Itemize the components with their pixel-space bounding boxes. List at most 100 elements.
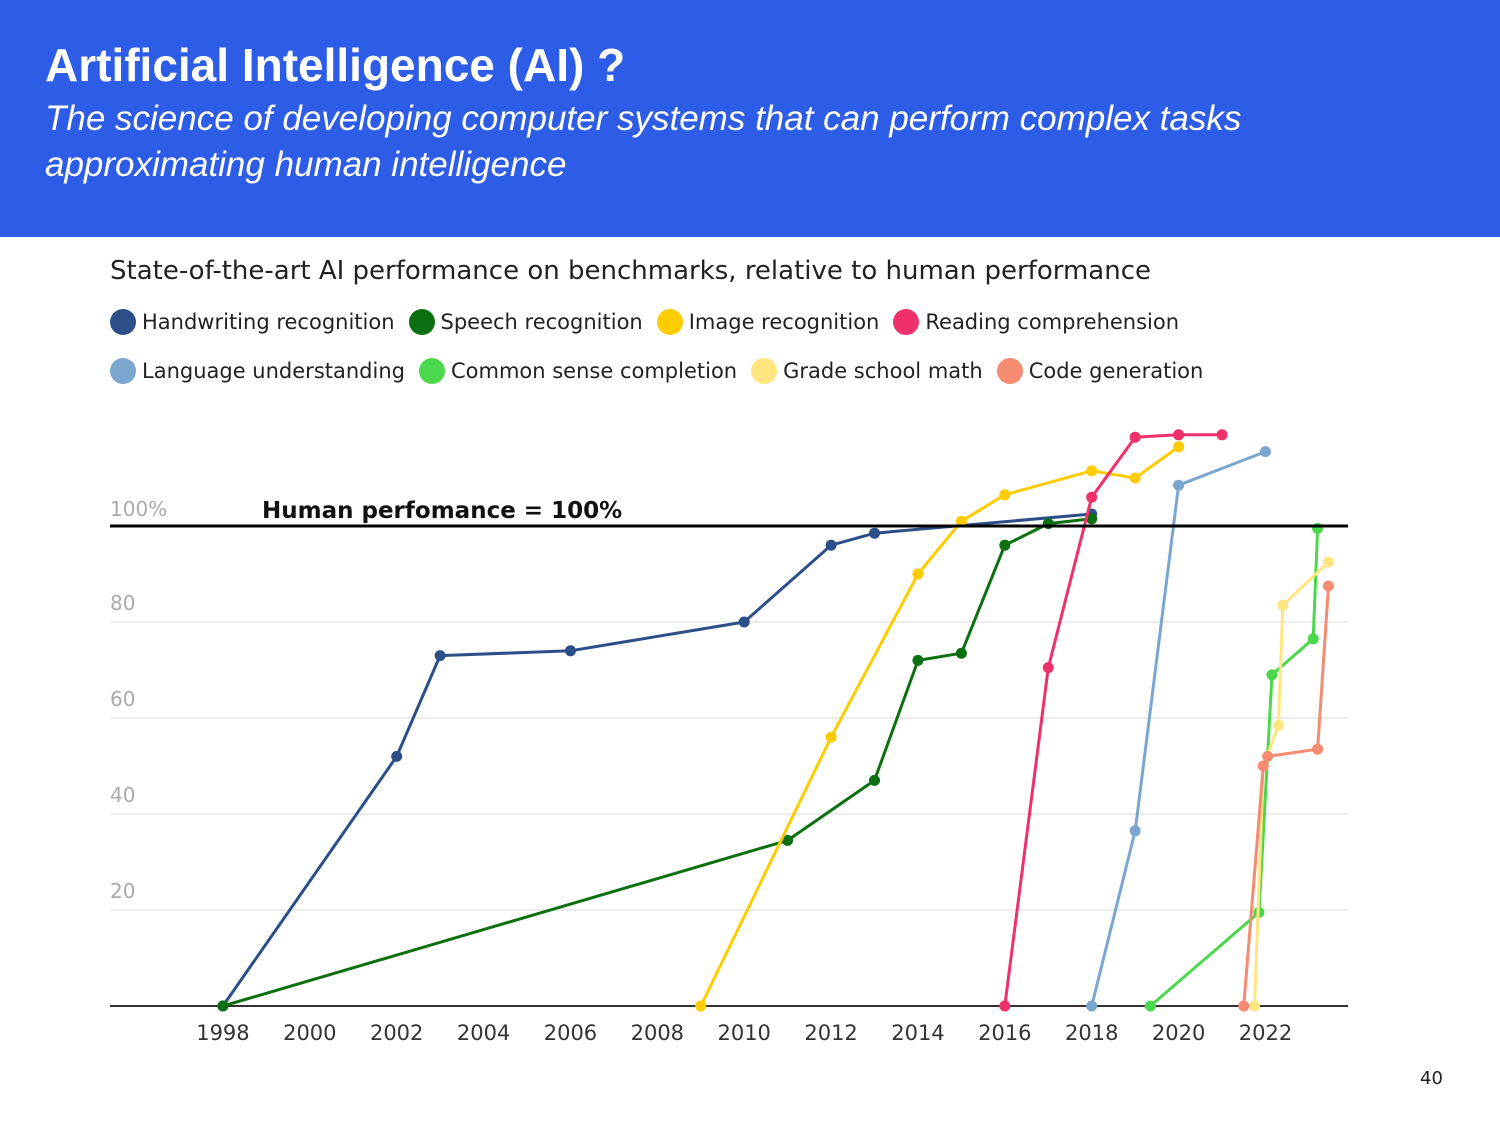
data-point bbox=[1249, 1000, 1261, 1012]
slide-title: Artificial Intelligence (AI) ? bbox=[45, 39, 626, 91]
data-point bbox=[1312, 743, 1324, 755]
series-line-1 bbox=[222, 517, 1092, 1008]
legend-swatch-image bbox=[656, 309, 683, 335]
data-point bbox=[695, 1000, 707, 1012]
x-tick-label: 2000 bbox=[283, 1021, 336, 1045]
legend-label-math: Grade school math bbox=[783, 359, 983, 383]
data-point bbox=[434, 650, 446, 662]
data-point bbox=[1086, 491, 1098, 503]
x-tick-label: 2012 bbox=[804, 1021, 857, 1045]
y-tick-label: 40 bbox=[110, 783, 135, 807]
legend-swatch-math bbox=[751, 358, 778, 384]
data-point bbox=[825, 539, 837, 551]
legend-swatch-speech bbox=[408, 309, 435, 335]
legend-swatch-common-sense bbox=[418, 358, 445, 384]
y-tick-label: 100% bbox=[110, 497, 167, 521]
data-point bbox=[1144, 1000, 1156, 1012]
data-point bbox=[564, 645, 576, 657]
legend-label-language: Language understanding bbox=[142, 359, 405, 383]
data-point bbox=[1086, 513, 1098, 525]
y-tick-label: 60 bbox=[110, 687, 135, 711]
data-point bbox=[825, 731, 837, 743]
x-tick-label: 2002 bbox=[370, 1021, 423, 1045]
page-number: 40 bbox=[1420, 1068, 1443, 1089]
legend-swatch-handwriting bbox=[110, 309, 136, 335]
legend-item-math: Grade school math bbox=[751, 358, 983, 384]
legend-item-code: Code generation bbox=[996, 358, 1204, 384]
data-point bbox=[1173, 429, 1185, 441]
legend-label-speech: Speech recognition bbox=[440, 310, 643, 334]
legend-item-speech: Speech recognition bbox=[408, 309, 643, 335]
legend-item-handwriting: Handwriting recognition bbox=[110, 309, 395, 335]
x-tick-label: 2014 bbox=[891, 1021, 944, 1045]
data-point bbox=[955, 647, 967, 659]
series-line-5 bbox=[1149, 528, 1320, 1008]
data-point bbox=[1086, 465, 1098, 477]
data-point bbox=[869, 527, 881, 539]
human-performance-label: Human perfomance = 100% bbox=[262, 498, 622, 524]
chart-title: State-of-the-art AI performance on bench… bbox=[110, 256, 1151, 286]
data-point bbox=[999, 539, 1011, 551]
data-point bbox=[1259, 446, 1271, 458]
y-tick-label: 80 bbox=[110, 591, 135, 615]
data-point bbox=[955, 515, 967, 527]
legend-label-code: Code generation bbox=[1028, 359, 1204, 383]
legend-swatch-language bbox=[110, 358, 136, 384]
x-tick-label: 2022 bbox=[1239, 1021, 1292, 1045]
data-point bbox=[1238, 1000, 1250, 1012]
x-tick-label: 2004 bbox=[457, 1021, 510, 1045]
x-tick-label: 1998 bbox=[196, 1021, 249, 1045]
y-tick-label: 20 bbox=[110, 879, 135, 903]
legend-item-common-sense: Common sense completion bbox=[418, 358, 738, 384]
slide-subtitle: The science of developing computer syste… bbox=[45, 99, 1242, 184]
legend-row-1: Handwriting recognition Speech recogniti… bbox=[110, 309, 1193, 335]
slide-header: Artificial Intelligence (AI) ? The scien… bbox=[0, 0, 1500, 237]
data-point bbox=[782, 834, 794, 846]
series-line-0 bbox=[221, 512, 1092, 1007]
data-point bbox=[869, 774, 881, 786]
legend-label-reading: Reading comprehension bbox=[925, 310, 1180, 334]
data-point bbox=[1129, 431, 1141, 443]
data-point bbox=[912, 568, 924, 580]
x-tick-label: 2008 bbox=[631, 1021, 684, 1045]
series-line-2 bbox=[699, 445, 1180, 1007]
data-point bbox=[1322, 580, 1334, 592]
data-point bbox=[1272, 719, 1284, 731]
data-point bbox=[1257, 760, 1269, 772]
data-point bbox=[1216, 429, 1228, 441]
x-tick-label: 2006 bbox=[544, 1021, 597, 1045]
data-point bbox=[1042, 662, 1054, 674]
data-point bbox=[1129, 825, 1141, 837]
data-point bbox=[1173, 441, 1185, 453]
legend-swatch-code bbox=[996, 358, 1023, 384]
data-point bbox=[1277, 599, 1289, 611]
legend-item-language: Language understanding bbox=[110, 358, 405, 384]
x-tick-label: 2016 bbox=[978, 1021, 1031, 1045]
data-point bbox=[738, 616, 750, 628]
x-tick-label: 2010 bbox=[717, 1021, 770, 1045]
legend-row-2: Language understanding Common sense comp… bbox=[110, 358, 1217, 384]
data-point bbox=[999, 1000, 1011, 1012]
x-tick-label: 2018 bbox=[1065, 1021, 1118, 1045]
legend-item-reading: Reading comprehension bbox=[893, 309, 1179, 335]
data-point bbox=[1322, 556, 1334, 568]
x-tick-label: 2020 bbox=[1152, 1021, 1205, 1045]
legend-swatch-reading bbox=[893, 309, 920, 335]
data-point bbox=[1173, 479, 1185, 491]
data-point bbox=[999, 489, 1011, 501]
data-point bbox=[1262, 750, 1274, 762]
legend-label-image: Image recognition bbox=[688, 310, 880, 334]
data-point bbox=[912, 654, 924, 666]
series-line-4 bbox=[1090, 450, 1267, 1007]
legend-item-image: Image recognition bbox=[656, 309, 880, 335]
data-point bbox=[1266, 669, 1278, 681]
data-point bbox=[217, 1000, 229, 1012]
legend-label-common-sense: Common sense completion bbox=[450, 359, 738, 383]
data-point bbox=[1307, 633, 1319, 645]
legend-label-handwriting: Handwriting recognition bbox=[142, 310, 395, 334]
data-point bbox=[1129, 472, 1141, 484]
series-line-3 bbox=[1003, 433, 1222, 1007]
data-point bbox=[1086, 1000, 1098, 1012]
data-point bbox=[391, 750, 403, 762]
